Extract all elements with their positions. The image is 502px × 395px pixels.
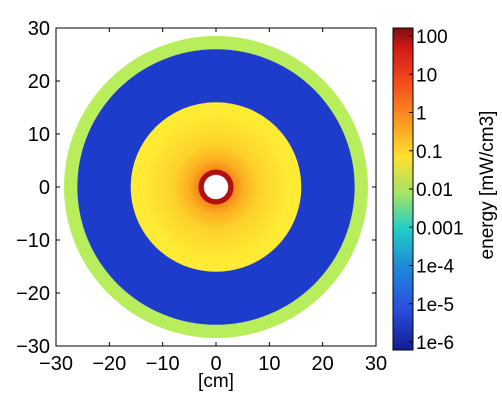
hollow-center — [203, 174, 229, 200]
y-tick-label: 30 — [28, 18, 50, 40]
colorbar-tick-label: 1e-6 — [416, 333, 454, 354]
x-tick-label: −10 — [146, 353, 180, 375]
colorbar-tick-label: 1e-5 — [416, 295, 454, 316]
colorbar-label: energy [mW/cm3] — [477, 111, 498, 260]
colorbar-tick-label: 0.001 — [416, 218, 464, 239]
y-axis-ticks: 30 20 10 0 −10 −20 −30 — [16, 18, 376, 358]
y-tick-label: −20 — [16, 283, 50, 305]
x-axis-label: [cm] — [198, 371, 234, 392]
colorbar-tick-label: 100 — [416, 27, 448, 48]
colorbar-tick-label: 1e-4 — [416, 257, 454, 278]
y-tick-label: −30 — [16, 336, 50, 358]
x-tick-label: 30 — [365, 353, 387, 375]
colorbar-tick-label: 0.01 — [416, 180, 453, 201]
x-tick-label: 10 — [258, 353, 280, 375]
x-tick-label: 0 — [210, 353, 221, 375]
x-tick-label: −20 — [92, 353, 126, 375]
colorbar-tick-label: 0.1 — [416, 142, 442, 163]
y-tick-label: 10 — [28, 124, 50, 146]
x-tick-label: 20 — [312, 353, 334, 375]
colorbar-tick-label: 1 — [416, 104, 427, 125]
x-axis-ticks: −30 −20 −10 0 10 20 30 — [39, 28, 387, 375]
radial-zones — [64, 35, 368, 339]
x-tick-label: −30 — [39, 353, 73, 375]
colorbar-tick-label: 10 — [416, 65, 437, 86]
y-tick-label: 20 — [28, 71, 50, 93]
colorbar-ticks: 100 10 1 0.1 0.01 0.001 1e-4 1e-5 1e-6 — [409, 27, 464, 354]
y-tick-label: 0 — [39, 177, 50, 199]
y-tick-label: −10 — [16, 230, 50, 252]
